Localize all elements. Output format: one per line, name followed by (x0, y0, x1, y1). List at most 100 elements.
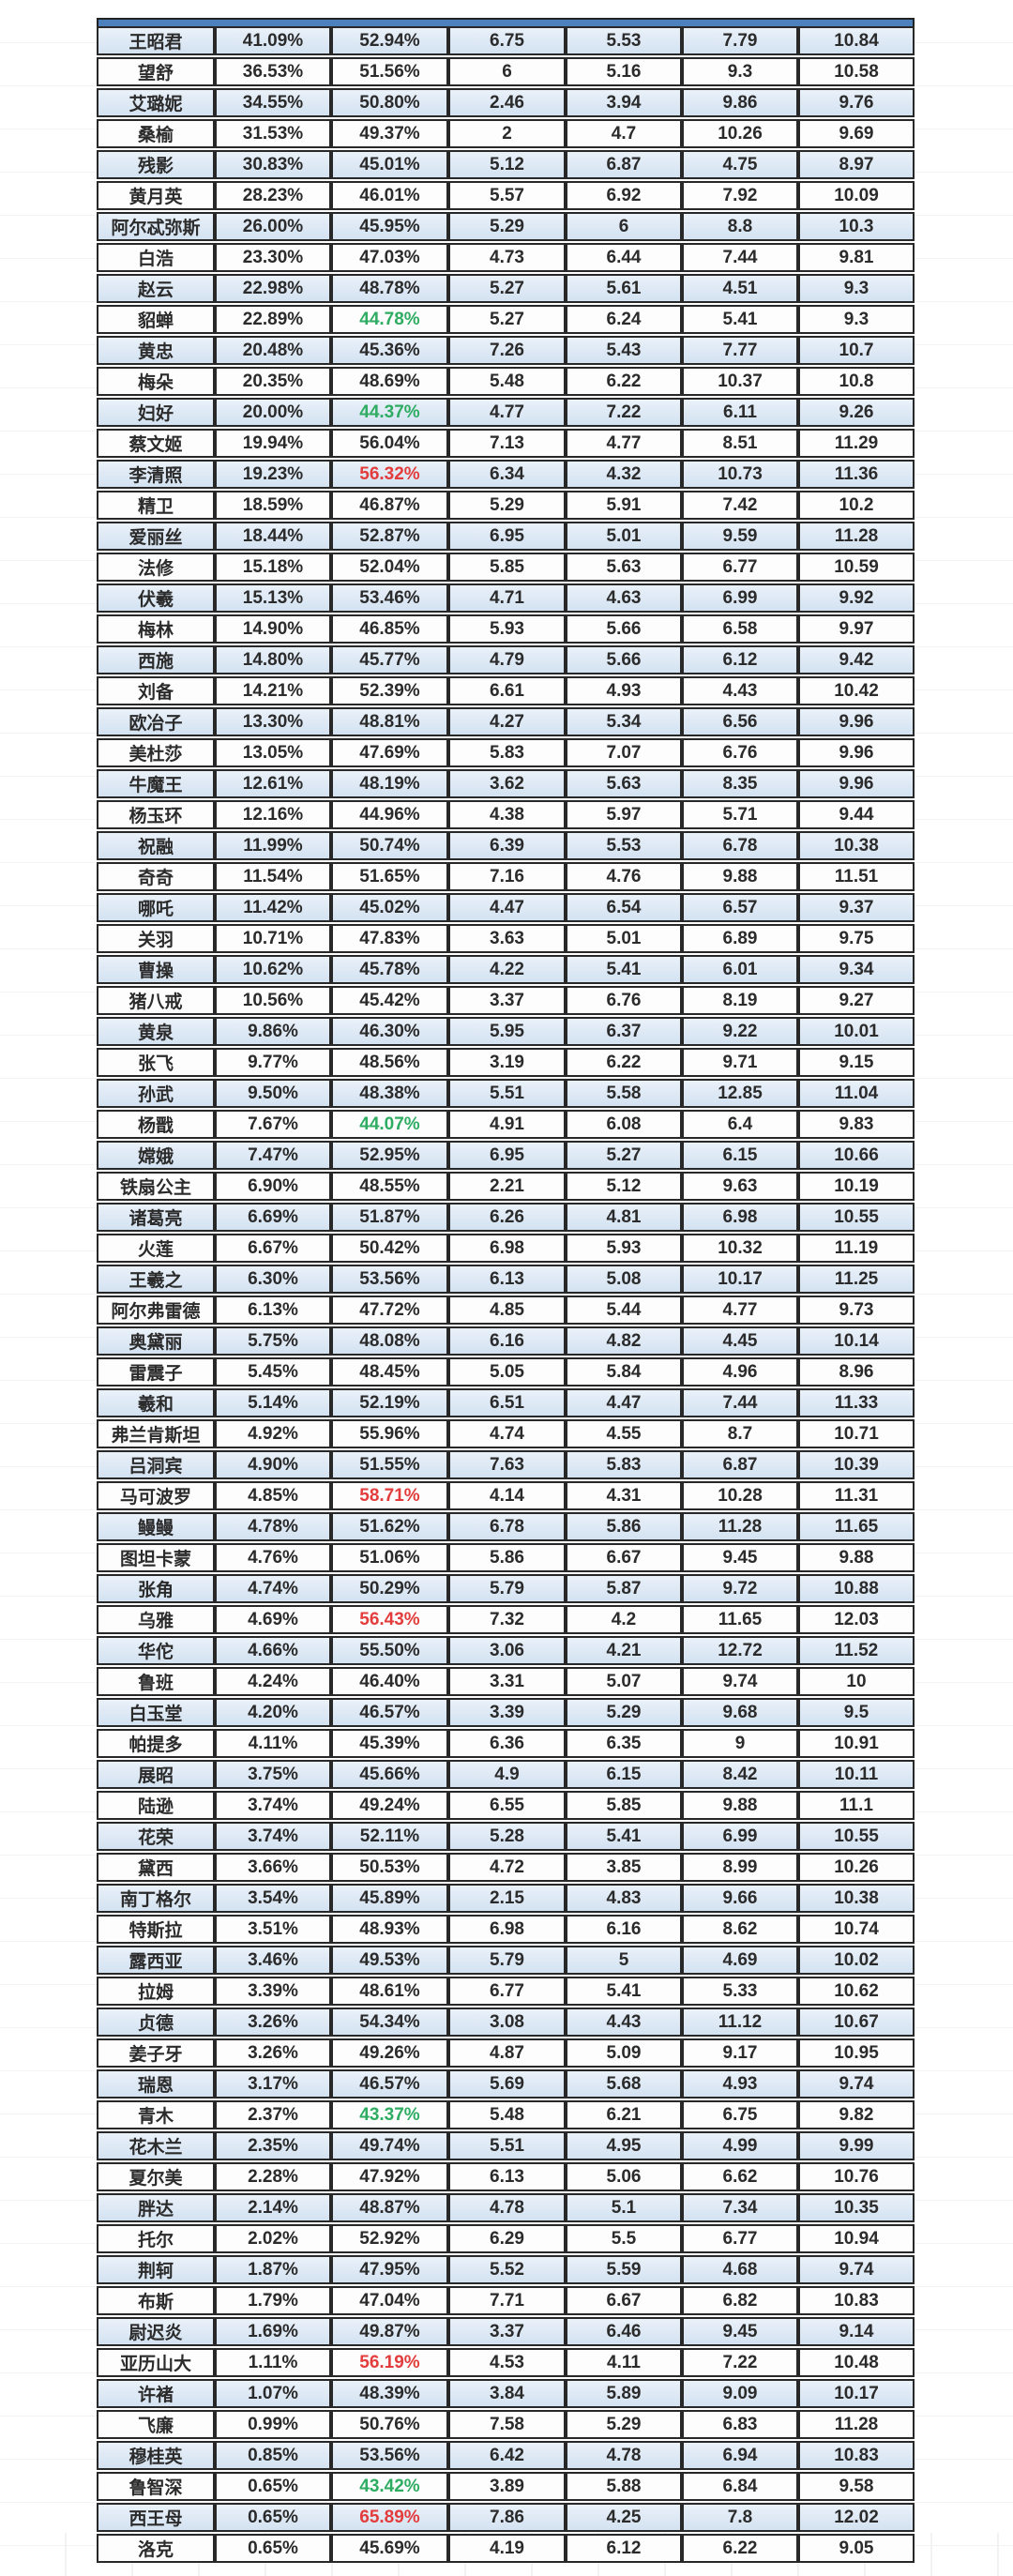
value-cell[interactable]: 44.37% (331, 398, 448, 427)
value-cell[interactable]: 5.79 (448, 1946, 566, 1975)
value-cell[interactable]: 3.19 (448, 1048, 566, 1077)
value-cell[interactable]: 7.32 (448, 1605, 566, 1634)
value-cell[interactable]: 9.86 (682, 88, 798, 117)
value-cell[interactable]: 5.69 (448, 2069, 566, 2099)
value-cell[interactable]: 8.97 (798, 150, 915, 179)
name-cell[interactable]: 姜子牙 (97, 2038, 215, 2068)
value-cell[interactable]: 6.44 (566, 243, 682, 272)
name-cell[interactable]: 诸葛亮 (97, 1203, 215, 1232)
value-cell[interactable]: 10.66 (798, 1141, 915, 1170)
value-cell[interactable]: 52.95% (331, 1141, 448, 1170)
value-cell[interactable]: 20.48% (215, 336, 331, 365)
value-cell[interactable]: 14.80% (215, 645, 331, 674)
value-cell[interactable]: 3.66% (215, 1853, 331, 1882)
value-cell[interactable]: 4.69% (215, 1605, 331, 1634)
value-cell[interactable]: 10.17 (798, 2379, 915, 2408)
value-cell[interactable]: 6.82 (682, 2286, 798, 2315)
value-cell[interactable]: 4.85% (215, 1481, 331, 1510)
name-cell[interactable]: 雷震子 (97, 1357, 215, 1386)
value-cell[interactable]: 10.3 (798, 212, 915, 241)
value-cell[interactable]: 4.90% (215, 1450, 331, 1479)
value-cell[interactable]: 11.12 (682, 2008, 798, 2037)
value-cell[interactable]: 10.38 (798, 831, 915, 860)
value-cell[interactable]: 3.31 (448, 1667, 566, 1696)
value-cell[interactable]: 9.15 (798, 1048, 915, 1077)
value-cell[interactable]: 4.75 (682, 150, 798, 179)
value-cell[interactable]: 4.20% (215, 1698, 331, 1727)
value-cell[interactable]: 45.95% (331, 212, 448, 241)
value-cell[interactable]: 10.91 (798, 1729, 915, 1758)
value-cell[interactable]: 49.37% (331, 119, 448, 148)
value-cell[interactable]: 7.67% (215, 1110, 331, 1139)
value-cell[interactable]: 45.36% (331, 336, 448, 365)
value-cell[interactable]: 9.82 (798, 2100, 915, 2129)
value-cell[interactable]: 22.89% (215, 305, 331, 334)
value-cell[interactable]: 12.16% (215, 800, 331, 829)
value-cell[interactable]: 51.62% (331, 1512, 448, 1541)
value-cell[interactable]: 10.62% (215, 955, 331, 984)
value-cell[interactable]: 9.88 (682, 862, 798, 891)
name-cell[interactable]: 青木 (97, 2100, 215, 2129)
name-cell[interactable]: 嫦娥 (97, 1141, 215, 1170)
value-cell[interactable]: 2.37% (215, 2100, 331, 2129)
value-cell[interactable]: 6.13 (448, 1265, 566, 1294)
name-cell[interactable]: 奇奇 (97, 862, 215, 891)
value-cell[interactable]: 15.18% (215, 553, 331, 582)
value-cell[interactable]: 6.16 (448, 1326, 566, 1356)
value-cell[interactable]: 46.01% (331, 181, 448, 210)
value-cell[interactable]: 3.39% (215, 1977, 331, 2006)
value-cell[interactable]: 8.35 (682, 769, 798, 798)
name-cell[interactable]: 亚历山大 (97, 2348, 215, 2377)
value-cell[interactable]: 11.99% (215, 831, 331, 860)
value-cell[interactable]: 10.8 (798, 367, 915, 396)
value-cell[interactable]: 49.74% (331, 2131, 448, 2160)
value-cell[interactable]: 6.34 (448, 460, 566, 489)
value-cell[interactable]: 6.99 (682, 583, 798, 613)
value-cell[interactable]: 5.58 (566, 1079, 682, 1108)
value-cell[interactable]: 4.79 (448, 645, 566, 674)
value-cell[interactable]: 11.04 (798, 1079, 915, 1108)
value-cell[interactable]: 5.75% (215, 1326, 331, 1356)
value-cell[interactable]: 5.66 (566, 614, 682, 644)
value-cell[interactable]: 6.76 (566, 986, 682, 1015)
value-cell[interactable]: 48.08% (331, 1326, 448, 1356)
value-cell[interactable]: 5.88 (566, 2472, 682, 2501)
name-cell[interactable]: 羲和 (97, 1388, 215, 1417)
name-cell[interactable]: 飞廉 (97, 2410, 215, 2439)
value-cell[interactable]: 9.96 (798, 738, 915, 767)
name-cell[interactable]: 展昭 (97, 1760, 215, 1789)
value-cell[interactable]: 4.43 (682, 676, 798, 705)
value-cell[interactable]: 6.87 (566, 150, 682, 179)
value-cell[interactable]: 23.30% (215, 243, 331, 272)
value-cell[interactable]: 4.31 (566, 1481, 682, 1510)
value-cell[interactable]: 53.56% (331, 1265, 448, 1294)
value-cell[interactable]: 6.75 (682, 2100, 798, 2129)
name-cell[interactable]: 妇好 (97, 398, 215, 427)
value-cell[interactable]: 3.39 (448, 1698, 566, 1727)
value-cell[interactable]: 5.07 (566, 1667, 682, 1696)
value-cell[interactable]: 10.58 (798, 57, 915, 86)
value-cell[interactable]: 5.43 (566, 336, 682, 365)
value-cell[interactable]: 11.52 (798, 1636, 915, 1665)
value-cell[interactable]: 22.98% (215, 274, 331, 303)
value-cell[interactable]: 7.34 (682, 2193, 798, 2222)
value-cell[interactable]: 7.16 (448, 862, 566, 891)
value-cell[interactable]: 10.09 (798, 181, 915, 210)
value-cell[interactable]: 7.86 (448, 2503, 566, 2532)
value-cell[interactable]: 48.87% (331, 2193, 448, 2222)
value-cell[interactable]: 6.84 (682, 2472, 798, 2501)
value-cell[interactable]: 6.37 (566, 1017, 682, 1046)
value-cell[interactable]: 1.69% (215, 2317, 331, 2346)
value-cell[interactable]: 6.83 (682, 2410, 798, 2439)
value-cell[interactable]: 10.56% (215, 986, 331, 1015)
value-cell[interactable]: 3.74% (215, 1791, 331, 1820)
value-cell[interactable]: 11.29 (798, 429, 915, 458)
value-cell[interactable]: 2.28% (215, 2162, 331, 2191)
value-cell[interactable]: 9.3 (682, 57, 798, 86)
value-cell[interactable]: 6 (566, 212, 682, 241)
value-cell[interactable]: 0.99% (215, 2410, 331, 2439)
value-cell[interactable]: 11.54% (215, 862, 331, 891)
value-cell[interactable]: 49.87% (331, 2317, 448, 2346)
value-cell[interactable]: 1.79% (215, 2286, 331, 2315)
name-cell[interactable]: 精卫 (97, 491, 215, 520)
